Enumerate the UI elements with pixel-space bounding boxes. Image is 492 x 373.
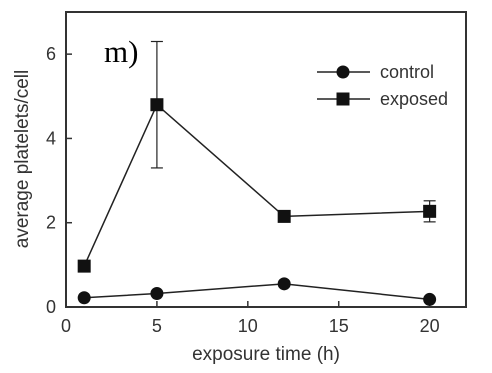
legend: control exposed <box>317 62 448 109</box>
x-tick-label: 15 <box>329 316 349 336</box>
control-point <box>277 277 291 291</box>
panel-label: m) <box>104 34 138 69</box>
control-point <box>423 292 437 306</box>
legend-item-control: control <box>317 62 434 82</box>
exposed-point <box>77 259 91 273</box>
control-line <box>84 283 430 301</box>
y-tick-label: 6 <box>46 44 56 64</box>
x-tick-label: 20 <box>420 316 440 336</box>
control-point <box>77 291 91 305</box>
control-point <box>150 287 164 301</box>
x-tick-label: 10 <box>238 316 258 336</box>
series-control <box>77 277 437 306</box>
x-tick-label: 0 <box>61 316 71 336</box>
exposed-point <box>423 204 437 218</box>
exposed-point <box>150 98 164 112</box>
plot-frame <box>65 11 467 308</box>
y-axis-ticks: 0 2 4 6 <box>46 44 72 317</box>
x-axis-title: exposure time (h) <box>192 344 340 365</box>
y-tick-label: 0 <box>46 297 56 317</box>
legend-item-exposed: exposed <box>317 89 448 109</box>
x-tick-label: 5 <box>152 316 162 336</box>
series-exposed <box>77 40 437 273</box>
legend-marker-exposed <box>336 92 350 106</box>
y-axis-title: average platelets/cell <box>12 70 33 249</box>
legend-label-exposed: exposed <box>380 89 448 109</box>
legend-marker-control <box>336 65 350 79</box>
y-tick-label: 2 <box>46 213 56 233</box>
y-tick-label: 4 <box>46 128 56 148</box>
exposed-line <box>83 103 430 267</box>
exposed-point <box>277 209 291 223</box>
legend-label-control: control <box>380 62 434 82</box>
x-axis-ticks: 0 5 10 15 20 <box>61 301 440 336</box>
series-layer <box>77 40 437 306</box>
